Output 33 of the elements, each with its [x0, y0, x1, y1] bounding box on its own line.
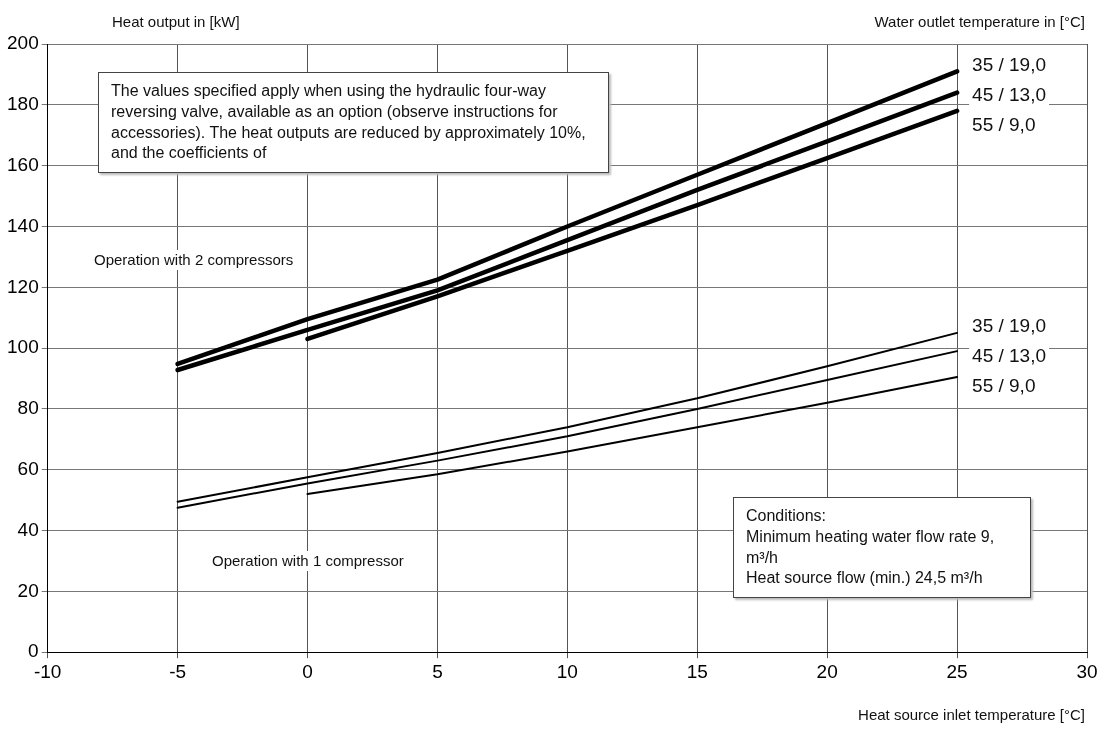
- y-tick-label: 160: [7, 153, 39, 175]
- legend-title: Water outlet temperature in [°C]: [872, 12, 1087, 32]
- y-tick-label: 140: [7, 214, 39, 236]
- y-tick-label: 200: [7, 32, 39, 54]
- x-tick-label: -10: [33, 660, 62, 682]
- x-axis-title: Heat source inlet temperature [°C]: [856, 705, 1087, 725]
- y-axis-title: Heat output in [kW]: [110, 12, 242, 32]
- x-tick-label: 25: [946, 660, 968, 682]
- series-label: 45 / 13,0: [972, 83, 1047, 105]
- y-tick-label: 0: [28, 640, 39, 662]
- note-box: Conditions: Minimum heating water flow rate 9, m³/h Heat source flow (min.) 24,5 m³/h: [733, 497, 1031, 599]
- note-box: The values specified apply when using the hydraulic four-way reversing valve, available as an option (observe instructions for accessories). The heat outputs are reduced by approximately 10%, and the coefficients of: [98, 72, 609, 174]
- y-tick-label: 100: [7, 336, 39, 358]
- series-label: 35 / 19,0: [972, 53, 1047, 75]
- y-tick-label: 20: [17, 579, 39, 601]
- y-tick-label: 40: [17, 518, 39, 540]
- series-label: 35 / 19,0: [972, 315, 1047, 337]
- x-tick-label: 10: [556, 660, 578, 682]
- x-tick-label: 30: [1076, 660, 1098, 682]
- x-tick-label: 20: [816, 660, 838, 682]
- annotation: Operation with 2 compressors: [92, 250, 296, 270]
- y-tick-label: 80: [17, 397, 39, 419]
- x-tick-label: 0: [302, 660, 313, 682]
- series-label: 55 / 9,0: [972, 113, 1036, 135]
- y-tick-label: 60: [17, 457, 39, 479]
- series-label: 55 / 9,0: [972, 375, 1036, 397]
- series-label: 45 / 13,0: [972, 345, 1047, 367]
- x-tick-label: 15: [686, 660, 708, 682]
- annotation: Operation with 1 compressor: [210, 551, 406, 571]
- x-tick-label: 5: [432, 660, 443, 682]
- x-tick-label: -5: [169, 660, 187, 682]
- y-tick-label: 180: [7, 93, 39, 115]
- y-tick-label: 120: [7, 275, 39, 297]
